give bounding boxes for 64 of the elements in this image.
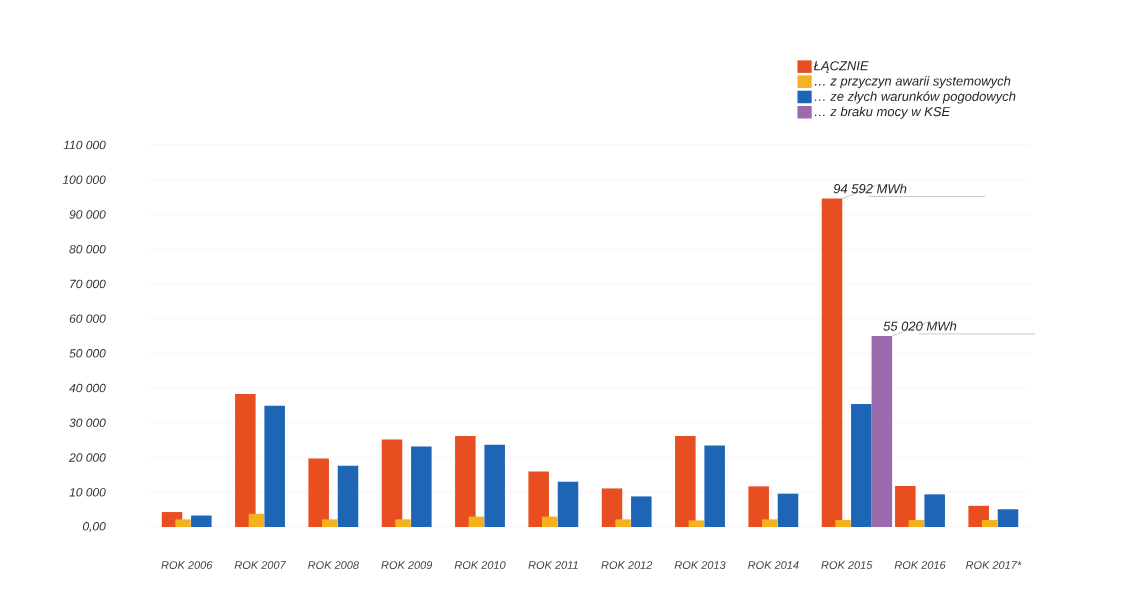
bar xyxy=(981,520,998,527)
bar xyxy=(264,405,285,527)
bar xyxy=(484,444,505,527)
bar xyxy=(851,404,872,527)
legend-label: … z przyczyn awarii systemowych xyxy=(814,76,1011,89)
x-tick-label: ROK 2017* xyxy=(965,561,1022,569)
bar xyxy=(235,393,256,527)
y-tick-label: 110 000 xyxy=(63,140,106,150)
bar xyxy=(835,520,851,527)
bar xyxy=(248,513,265,527)
bar xyxy=(528,471,549,527)
y-tick-label: 80 000 xyxy=(69,244,106,254)
bar xyxy=(601,488,623,527)
bar xyxy=(704,445,725,527)
bar xyxy=(468,516,485,527)
bar xyxy=(615,519,631,527)
x-tick-label: ROK 2013 xyxy=(674,561,726,569)
bar xyxy=(308,458,329,527)
bar xyxy=(748,486,769,527)
y-tick-label: 100 000 xyxy=(62,175,106,184)
y-tick-label: 50 000 xyxy=(69,349,106,358)
x-tick-label: ROK 2015 xyxy=(821,561,873,569)
bar xyxy=(557,481,579,527)
bar xyxy=(688,520,705,527)
bar xyxy=(175,519,191,527)
y-tick-label: 10 000 xyxy=(69,488,106,497)
bar xyxy=(895,486,916,527)
y-tick-label: 40 000 xyxy=(69,383,106,393)
x-tick-label: ROK 2007 xyxy=(234,561,286,569)
y-tick-label: 20 000 xyxy=(69,453,106,462)
x-tick-label: ROK 2009 xyxy=(381,561,433,569)
bar xyxy=(631,496,652,527)
bar xyxy=(924,494,945,527)
bar xyxy=(191,515,212,527)
y-tick-label: 0,00 xyxy=(82,522,106,532)
bar xyxy=(321,519,338,527)
legend-label: … z braku mocy w KSE xyxy=(814,106,951,119)
bar xyxy=(871,335,893,527)
y-tick-label: 70 000 xyxy=(70,279,106,289)
bar xyxy=(455,436,476,527)
x-tick-label: ROK 2014 xyxy=(748,561,799,569)
x-tick-label: ROK 2011 xyxy=(528,561,578,569)
x-tick-label: ROK 2016 xyxy=(894,561,946,569)
y-tick-label: 90 000 xyxy=(69,210,106,219)
x-tick-label: ROK 2008 xyxy=(308,561,359,569)
bar xyxy=(541,516,558,527)
bar xyxy=(997,509,1019,527)
annotation: 55 020 MWh xyxy=(883,321,957,331)
bar xyxy=(411,446,432,527)
y-tick-label: 60 000 xyxy=(69,314,106,323)
bar xyxy=(821,198,843,527)
bar xyxy=(675,436,696,527)
bar xyxy=(761,519,778,527)
bar xyxy=(777,493,799,527)
legend-label: ŁĄCZNIE xyxy=(813,61,869,73)
bar xyxy=(908,520,925,527)
x-tick-label: ROK 2006 xyxy=(161,561,213,569)
bar xyxy=(337,465,359,527)
bar xyxy=(381,439,403,527)
legend-label: … ze złych warunków pogodowych xyxy=(814,91,1016,104)
x-tick-label: ROK 2010 xyxy=(454,561,506,569)
x-tick-label: ROK 2012 xyxy=(601,561,653,569)
y-tick-label: 30 000 xyxy=(69,418,106,428)
bar xyxy=(395,519,411,527)
